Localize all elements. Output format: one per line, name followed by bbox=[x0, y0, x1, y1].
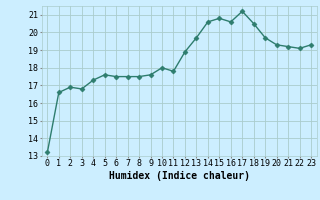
X-axis label: Humidex (Indice chaleur): Humidex (Indice chaleur) bbox=[109, 171, 250, 181]
